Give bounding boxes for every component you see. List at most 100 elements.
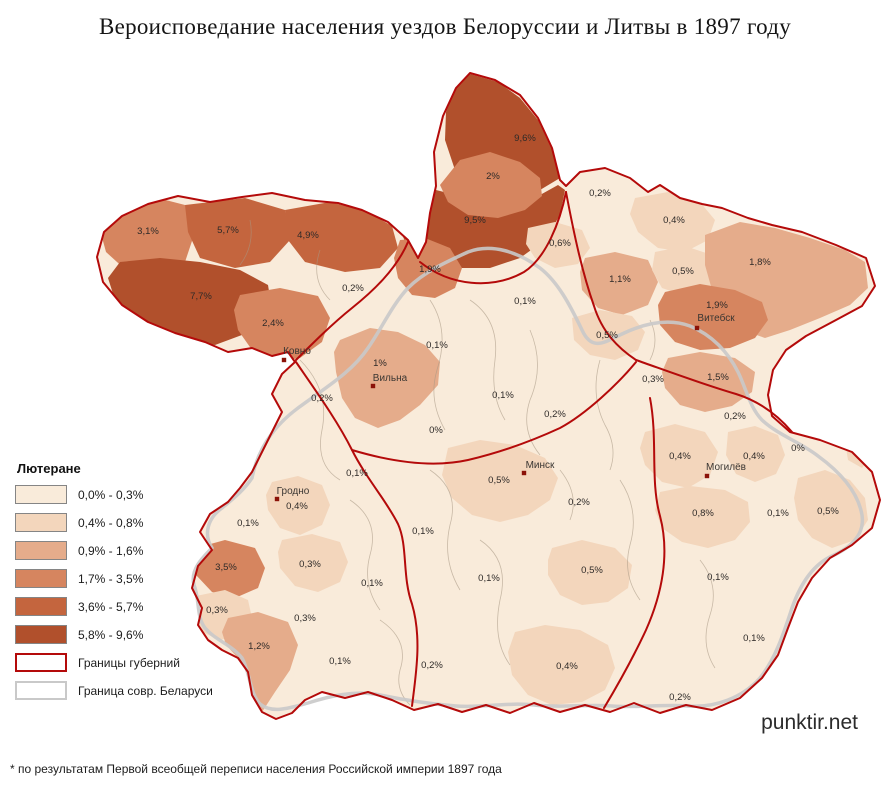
region-value-label: 7,7% bbox=[190, 291, 212, 302]
region-patches bbox=[100, 74, 872, 712]
legend-item: Границы губерний bbox=[15, 653, 225, 672]
region-value-label: 0,5% bbox=[817, 506, 839, 517]
region-value-label: 2,4% bbox=[262, 318, 284, 329]
legend-swatch bbox=[15, 569, 67, 588]
region-value-label: 1,5% bbox=[707, 372, 729, 383]
region-value-label: 0% bbox=[429, 425, 443, 436]
region-value-label: 3,1% bbox=[137, 226, 159, 237]
region-patch bbox=[508, 625, 615, 705]
region-value-label: 0,1% bbox=[743, 633, 765, 644]
region-value-label: 0,2% bbox=[544, 409, 566, 420]
region-patch bbox=[185, 198, 290, 268]
region-patch bbox=[630, 192, 715, 252]
page-title: Вероисповедание населения уездов Белорус… bbox=[98, 14, 792, 39]
region-value-label: 0,3% bbox=[294, 613, 316, 624]
region-patch bbox=[266, 476, 330, 535]
legend-label: Границы губерний bbox=[78, 655, 180, 670]
region-value-label: 0,5% bbox=[581, 565, 603, 576]
city-label: Ковно bbox=[283, 346, 311, 357]
region-value-label: 1% bbox=[373, 358, 387, 369]
city-label: Могилёв bbox=[706, 462, 746, 473]
region-value-label: 1,8% bbox=[749, 257, 771, 268]
legend-label: Граница совр. Беларуси bbox=[78, 683, 213, 698]
region-value-label: 4,9% bbox=[297, 230, 319, 241]
legend-classes: 0,0% - 0,3% 0,4% - 0,8% 0,9% - 1,6% 1,7% - … bbox=[15, 485, 225, 700]
region-patch bbox=[442, 440, 558, 522]
legend-item: 5,8% - 9,6% bbox=[15, 625, 225, 644]
region-value-label: 0,1% bbox=[707, 572, 729, 583]
city-dot bbox=[694, 325, 700, 331]
region-value-label: 1,1% bbox=[609, 274, 631, 285]
uyezd-borders bbox=[239, 219, 716, 706]
region-value-label: 0,2% bbox=[421, 660, 443, 671]
belarus-border bbox=[191, 246, 865, 712]
region-patch bbox=[580, 252, 658, 315]
legend-swatch bbox=[15, 485, 67, 504]
region-patch bbox=[655, 486, 750, 548]
legend-item: 1,7% - 3,5% bbox=[15, 569, 225, 588]
region-patch bbox=[662, 352, 755, 412]
region-value-label: 0% bbox=[791, 443, 805, 454]
legend-border-swatch bbox=[15, 653, 67, 672]
legend-item: 3,6% - 5,7% bbox=[15, 597, 225, 616]
region-value-label: 0,4% bbox=[669, 451, 691, 462]
region-value-label: 0,1% bbox=[426, 340, 448, 351]
legend-swatch bbox=[15, 597, 67, 616]
city-dot bbox=[704, 473, 710, 479]
legend: Лютеране 0,0% - 0,3% 0,4% - 0,8% 0,9% - 1,… bbox=[15, 461, 225, 709]
region-value-label: 0,4% bbox=[286, 501, 308, 512]
legend-item: 0,0% - 0,3% bbox=[15, 485, 225, 504]
region-value-label: 0,4% bbox=[743, 451, 765, 462]
region-patch bbox=[334, 328, 440, 428]
legend-swatch bbox=[15, 513, 67, 532]
city-dot bbox=[521, 470, 527, 476]
legend-label: 0,9% - 1,6% bbox=[78, 543, 144, 558]
legend-item: 0,4% - 0,8% bbox=[15, 513, 225, 532]
region-value-label: 0,4% bbox=[556, 661, 578, 672]
region-value-label: 0,6% bbox=[549, 238, 571, 249]
region-patch bbox=[278, 534, 348, 592]
footnote: * по результатам Первой всеобщей перепис… bbox=[10, 762, 502, 776]
region-value-label: 0,1% bbox=[478, 573, 500, 584]
region-value-label: 0,1% bbox=[412, 526, 434, 537]
city-dot bbox=[281, 357, 287, 363]
region-value-label: 0,1% bbox=[346, 468, 368, 479]
region-value-label: 0,2% bbox=[589, 188, 611, 199]
region-value-label: 1,2% bbox=[248, 641, 270, 652]
region-value-label: 0,2% bbox=[669, 692, 691, 703]
region-patch bbox=[548, 540, 632, 605]
region-value-label: 0,2% bbox=[568, 497, 590, 508]
region-value-label: 0,8% bbox=[692, 508, 714, 519]
region-value-label: 0,2% bbox=[724, 411, 746, 422]
legend-label: 3,6% - 5,7% bbox=[78, 599, 144, 614]
region-patch bbox=[726, 426, 785, 482]
region-patch bbox=[658, 284, 768, 350]
map-outline bbox=[96, 72, 881, 720]
region-value-label: 1,9% bbox=[419, 264, 441, 275]
region-value-label: 0,2% bbox=[342, 283, 364, 294]
city-label: Минск bbox=[526, 460, 555, 471]
region-value-label: 3,5% bbox=[215, 562, 237, 573]
region-patch bbox=[794, 470, 868, 548]
region-value-label: 0,1% bbox=[492, 390, 514, 401]
city-dot bbox=[274, 496, 280, 502]
region-patch bbox=[640, 424, 718, 488]
map-labels: 9,6% 2% 9,5% 3,1% 5,7% 4,9% 7,7% 2,4% 1,9% 0,2% 0,… bbox=[137, 133, 839, 703]
region-value-label: 5,7% bbox=[217, 225, 239, 236]
region-patch bbox=[285, 202, 398, 272]
city-label: Витебск bbox=[697, 312, 735, 324]
region-value-label: 0,1% bbox=[514, 296, 536, 307]
region-value-label: 0,1% bbox=[767, 508, 789, 519]
region-value-label: 0,3% bbox=[642, 374, 664, 385]
legend-item: 0,9% - 1,6% bbox=[15, 541, 225, 560]
legend-label: 0,4% - 0,8% bbox=[78, 515, 144, 530]
region-value-label: 0,1% bbox=[361, 578, 383, 589]
region-patch bbox=[222, 612, 298, 712]
region-value-label: 0,3% bbox=[299, 559, 321, 570]
city-label: Вильна bbox=[373, 373, 408, 384]
region-value-label: 0,5% bbox=[672, 266, 694, 277]
legend-swatch bbox=[15, 625, 67, 644]
legend-item: Граница совр. Беларуси bbox=[15, 681, 225, 700]
